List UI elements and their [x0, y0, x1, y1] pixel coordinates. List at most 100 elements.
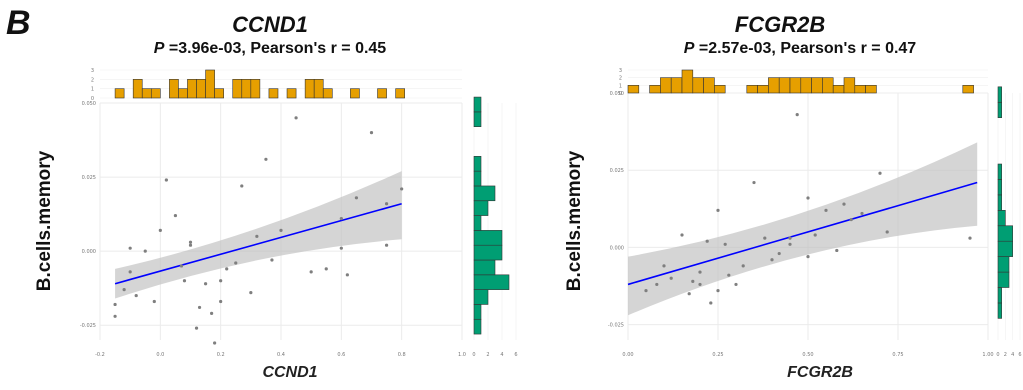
y-tick-label: -0.025: [608, 323, 624, 329]
y-tick-label: 0.050: [82, 101, 96, 107]
data-point: [705, 239, 709, 243]
data-point: [219, 299, 223, 304]
data-point: [219, 279, 223, 283]
data-point: [279, 228, 283, 232]
top-hist-bar: [854, 85, 866, 94]
top-hist-bar: [150, 88, 161, 99]
side-hist-bar: [473, 96, 482, 113]
panel-letter: B: [6, 4, 31, 42]
data-point: [324, 267, 328, 271]
data-point: [835, 248, 839, 253]
chart-title: CCND1: [232, 12, 308, 37]
chart-subtitle: P =2.57e-03, Pearson's r = 0.47: [610, 40, 990, 58]
side-hist-tick-label: 0: [472, 352, 475, 358]
data-point: [878, 171, 882, 175]
side-hist-tick-label: 4: [500, 352, 503, 358]
x-tick-label: 1.0: [458, 352, 466, 358]
data-point: [806, 255, 810, 259]
top-hist-bar: [832, 85, 845, 94]
side-hist-bar: [997, 287, 1002, 304]
data-point: [122, 288, 126, 292]
data-point: [213, 341, 217, 345]
x-axis-label: FCGR2B: [787, 364, 853, 381]
data-point: [824, 208, 828, 212]
y-tick-label: 0.000: [82, 249, 96, 255]
y-tick-label: 0.000: [610, 245, 624, 251]
regression-line: [114, 202, 402, 285]
side-hist-bar: [997, 210, 1006, 227]
top-hist-bar: [114, 88, 125, 99]
x-tick-label: 0.50: [802, 352, 813, 358]
data-point: [158, 228, 162, 232]
data-point: [716, 289, 720, 293]
regression-line: [627, 181, 978, 286]
data-point: [842, 202, 846, 206]
data-point: [691, 279, 695, 283]
data-point: [128, 270, 132, 274]
top-hist-bar: [962, 85, 974, 94]
data-point: [777, 251, 781, 256]
top-hist-bar: [304, 79, 315, 99]
top-hist-bar: [660, 77, 672, 94]
top-hist-bar: [178, 88, 188, 99]
data-point: [354, 196, 359, 200]
top-hist-tick-label: 1: [619, 83, 622, 89]
data-point: [234, 261, 238, 265]
x-axis-label: CCND1: [262, 364, 318, 381]
data-point: [128, 246, 132, 250]
top-hist-bar: [395, 88, 405, 99]
y-tick-label: 0.050: [610, 91, 624, 97]
top-hist-bar: [196, 79, 206, 99]
x-tick-label: 0.00: [622, 352, 633, 358]
subtitle-p-symbol: P: [153, 40, 165, 57]
data-point: [339, 246, 343, 250]
top-hist-bar: [205, 69, 215, 99]
confidence-ribbon: [628, 142, 978, 316]
data-point: [698, 282, 702, 287]
side-hist-bar: [997, 302, 1002, 319]
data-point: [741, 264, 745, 268]
top-hist-bar: [214, 88, 224, 99]
top-hist-bar: [250, 79, 261, 99]
x-tick-label: 0.75: [892, 352, 903, 358]
data-point: [709, 301, 713, 305]
side-hist-bar: [473, 274, 510, 290]
top-hist-bar: [778, 77, 791, 94]
data-point: [669, 276, 673, 280]
y-tick-label: 0.025: [82, 175, 96, 181]
side-hist-bar: [473, 244, 503, 261]
top-hist-tick-label: 0: [619, 91, 622, 97]
data-point: [770, 258, 774, 262]
data-point: [655, 282, 659, 287]
data-point: [345, 273, 349, 277]
data-point: [384, 202, 389, 206]
chart-title: FCGR2B: [734, 12, 826, 37]
subtitle-stats: =3.96e-03, Pearson's r = 0.45: [164, 40, 387, 57]
side-hist-bar: [473, 230, 503, 246]
top-hist-bar: [670, 77, 683, 94]
top-hist-bar: [768, 77, 780, 94]
top-hist-tick-label: 1: [91, 87, 94, 93]
top-hist-bar: [268, 88, 279, 99]
side-hist-bar: [473, 200, 489, 216]
data-point: [225, 267, 229, 271]
top-hist-bar: [141, 88, 152, 99]
top-hist-bar: [286, 88, 297, 99]
top-hist-bar: [692, 77, 704, 94]
side-hist-bar: [473, 215, 482, 231]
data-point: [662, 264, 666, 268]
data-point: [143, 249, 147, 253]
data-point: [734, 282, 738, 287]
top-hist-bar: [132, 79, 143, 99]
data-point: [173, 213, 178, 218]
top-hist-bar: [800, 77, 812, 94]
side-hist-tick-label: 6: [1018, 352, 1021, 358]
confidence-ribbon: [115, 171, 402, 299]
side-hist-bar: [473, 156, 482, 172]
data-point: [152, 299, 156, 304]
data-point: [164, 178, 168, 182]
side-hist-tick-label: 2: [486, 352, 489, 358]
top-hist-bar: [703, 77, 715, 94]
data-point: [194, 326, 199, 330]
x-tick-label: 0.8: [398, 352, 406, 358]
